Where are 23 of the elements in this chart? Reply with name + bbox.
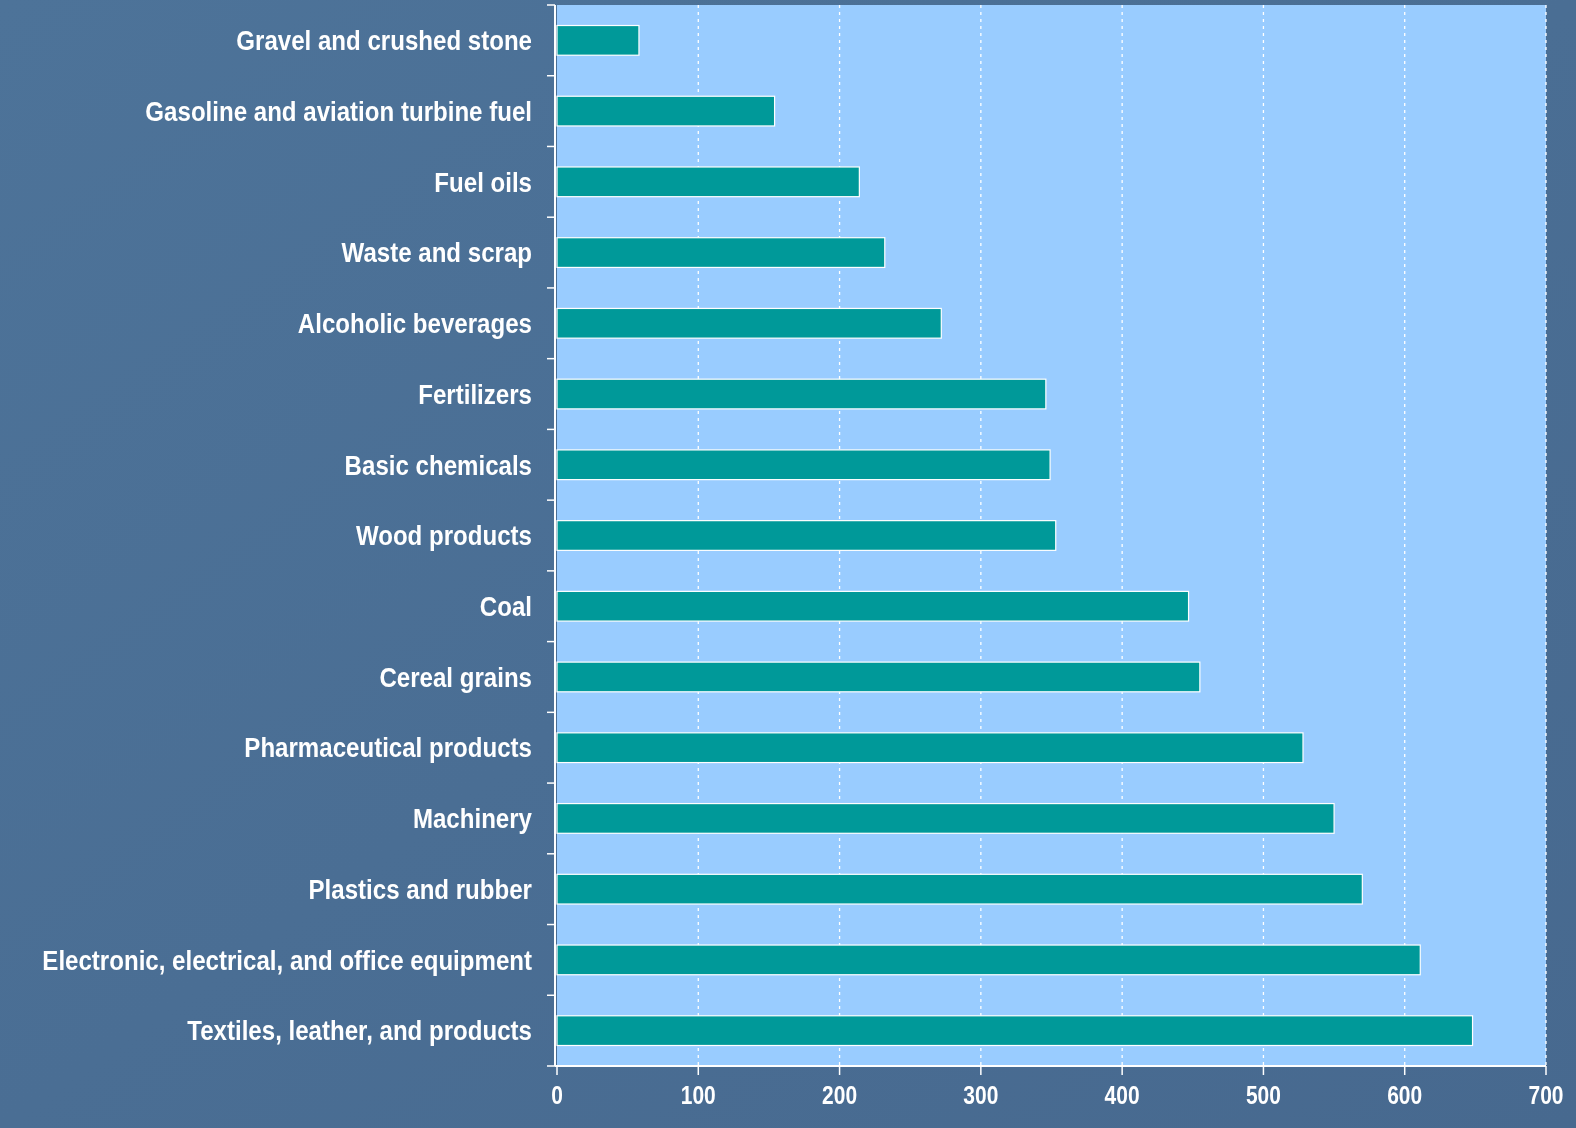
y-tick-label: Plastics and rubber: [308, 873, 532, 906]
y-tick-label: Waste and scrap: [341, 236, 532, 269]
y-tick-label: Basic chemicals: [344, 448, 532, 481]
y-tick-label: Pharmaceutical products: [244, 731, 532, 764]
y-tick-label: Alcoholic beverages: [297, 307, 532, 340]
y-tick-label: Wood products: [355, 519, 532, 552]
y-tick-label: Fertilizers: [418, 378, 532, 411]
x-tick-label: 200: [822, 1081, 858, 1110]
x-tick-label: 0: [551, 1081, 563, 1110]
y-tick-label: Fuel oils: [434, 165, 532, 199]
y-tick-label: Gasoline and aviation turbine fuel: [145, 95, 532, 128]
y-tick-label: Textiles, leather, and products: [187, 1014, 532, 1047]
x-tick-label: 100: [680, 1081, 716, 1110]
x-tick-label: 400: [1104, 1081, 1140, 1110]
y-tick-label: Electronic, electrical, and office equipment: [42, 943, 533, 977]
y-tick-label: Gravel and crushed stone: [236, 24, 532, 57]
y-tick-label: Cereal grains: [379, 661, 532, 694]
x-tick-label: 500: [1245, 1081, 1281, 1110]
x-tick-label: 600: [1387, 1081, 1423, 1110]
x-tick-label: 300: [963, 1081, 999, 1110]
x-tick-label: 700: [1528, 1081, 1564, 1110]
y-tick-label: Coal: [479, 590, 532, 623]
y-tick-label: Machinery: [412, 802, 533, 835]
